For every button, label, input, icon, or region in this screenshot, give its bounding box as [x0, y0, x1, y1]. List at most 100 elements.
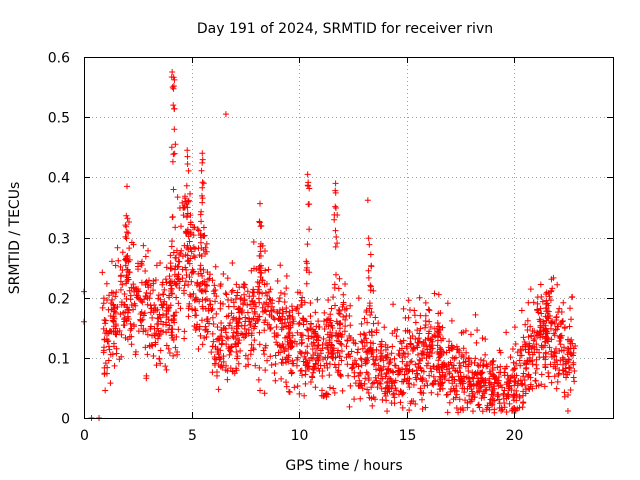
data-point — [296, 348, 303, 355]
data-point — [414, 327, 421, 334]
data-point — [242, 352, 249, 359]
data-point — [226, 351, 233, 358]
data-point — [368, 384, 375, 391]
data-point — [436, 369, 443, 376]
data-point — [568, 294, 575, 301]
data-point — [241, 296, 248, 303]
data-point — [401, 350, 408, 357]
data-point — [191, 305, 198, 312]
data-point — [424, 335, 431, 342]
data-point — [324, 331, 331, 338]
data-point — [509, 373, 516, 380]
data-point — [182, 251, 189, 258]
data-point — [268, 362, 275, 369]
data-point — [319, 387, 326, 394]
data-point — [298, 340, 305, 347]
data-point — [255, 316, 262, 323]
data-point — [212, 298, 219, 305]
data-point — [379, 396, 386, 403]
data-point — [388, 385, 395, 392]
data-point — [217, 283, 224, 290]
data-point — [548, 319, 555, 326]
data-point — [108, 258, 115, 265]
data-point — [234, 292, 241, 299]
data-point — [419, 355, 426, 362]
data-point — [367, 345, 374, 352]
data-point — [387, 356, 394, 363]
data-point — [279, 341, 286, 348]
data-point — [210, 321, 217, 328]
data-point — [261, 351, 268, 358]
data-point — [408, 398, 415, 405]
data-point — [259, 308, 266, 315]
data-point — [342, 323, 349, 330]
data-point — [170, 151, 177, 158]
data-point — [157, 360, 164, 367]
data-point — [185, 281, 192, 288]
data-point — [250, 315, 257, 322]
data-point — [543, 317, 550, 324]
data-point — [489, 364, 496, 371]
data-point — [156, 311, 163, 318]
data-point — [108, 300, 115, 307]
data-point — [383, 370, 390, 377]
data-point — [422, 318, 429, 324]
data-point — [548, 288, 555, 295]
data-point — [196, 298, 203, 305]
data-point — [124, 304, 131, 311]
data-point — [542, 313, 549, 320]
data-point — [105, 343, 112, 350]
data-point — [255, 376, 262, 383]
data-point — [120, 301, 127, 308]
data-point — [558, 308, 565, 315]
data-point — [110, 313, 117, 320]
data-point — [419, 375, 426, 382]
data-point — [352, 380, 359, 387]
data-point — [137, 296, 144, 303]
data-point — [278, 326, 285, 333]
data-point — [526, 340, 533, 347]
data-point — [497, 363, 504, 370]
data-point — [332, 204, 339, 211]
data-point — [188, 229, 195, 236]
data-point — [533, 341, 540, 348]
data-point — [153, 330, 160, 337]
data-point — [134, 260, 141, 267]
data-point — [228, 310, 235, 317]
data-point — [128, 333, 135, 340]
data-point — [465, 368, 472, 375]
data-point — [478, 395, 485, 402]
data-point — [184, 147, 191, 154]
data-point — [306, 226, 313, 233]
data-point — [123, 212, 130, 219]
data-point — [373, 353, 380, 360]
data-point — [275, 315, 282, 322]
data-point — [104, 330, 111, 337]
data-point — [438, 351, 445, 358]
data-point — [123, 257, 130, 264]
data-point — [314, 296, 321, 303]
data-point — [154, 335, 161, 342]
data-point — [120, 309, 127, 316]
data-point — [229, 316, 236, 323]
data-point — [198, 234, 205, 241]
data-point — [197, 286, 204, 293]
data-point — [495, 374, 502, 381]
data-point — [340, 301, 347, 308]
data-point — [411, 312, 418, 319]
data-point — [177, 305, 184, 312]
data-point — [364, 197, 371, 204]
data-point — [361, 343, 368, 350]
data-point — [512, 378, 519, 385]
data-point — [174, 351, 181, 358]
data-point — [262, 317, 269, 324]
data-point — [399, 404, 406, 411]
data-point — [510, 367, 517, 374]
data-point — [320, 356, 327, 363]
data-point — [307, 313, 314, 320]
data-point — [132, 351, 139, 358]
data-point — [326, 384, 333, 391]
data-point — [294, 356, 301, 363]
data-point — [186, 291, 193, 298]
data-point — [382, 388, 389, 395]
